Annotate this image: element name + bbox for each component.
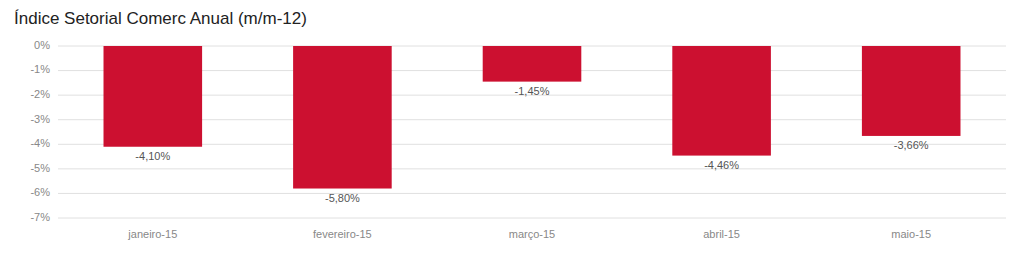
grid — [58, 46, 1006, 218]
y-axis: 0% -1% -2% -3% -4% -5% -6% -7% — [30, 39, 50, 223]
bar — [862, 46, 961, 136]
y-tick-label: -5% — [30, 162, 50, 174]
data-label: -1,45% — [515, 85, 550, 97]
x-tick-label: janeiro-15 — [127, 228, 177, 240]
y-tick-label: 0% — [34, 39, 50, 51]
bar — [293, 46, 392, 189]
grid-line — [58, 218, 1006, 219]
y-tick-label: -2% — [30, 88, 50, 100]
grid-line — [58, 168, 1006, 169]
x-tick-label: março-15 — [509, 228, 555, 240]
bar — [483, 46, 582, 82]
x-tick-label: fevereiro-15 — [313, 228, 372, 240]
chart-container: Índice Setorial Comerc Anual (m/m-12) 0% -… — [0, 0, 1022, 254]
bar — [672, 46, 771, 156]
bar — [104, 46, 203, 147]
y-tick-label: -3% — [30, 113, 50, 125]
x-tick-label: abril-15 — [703, 228, 740, 240]
data-labels: -4,10% -5,80% -1,45% -4,46% -3,66% — [135, 85, 928, 204]
y-tick-label: -6% — [30, 186, 50, 198]
x-axis: janeiro-15 fevereiro-15 março-15 abril-15 ma… — [127, 228, 931, 240]
y-tick-label: -7% — [30, 211, 50, 223]
y-tick-label: -4% — [30, 137, 50, 149]
y-tick-label: -1% — [30, 63, 50, 75]
bars — [104, 46, 961, 189]
grid-line — [58, 193, 1006, 194]
chart-title: Índice Setorial Comerc Anual (m/m-12) — [14, 9, 307, 28]
data-label: -5,80% — [325, 192, 360, 204]
data-label: -4,46% — [704, 159, 739, 171]
chart-svg: Índice Setorial Comerc Anual (m/m-12) 0% -… — [0, 0, 1022, 254]
data-label: -4,10% — [135, 150, 170, 162]
x-tick-label: maio-15 — [891, 228, 931, 240]
data-label: -3,66% — [894, 139, 929, 151]
